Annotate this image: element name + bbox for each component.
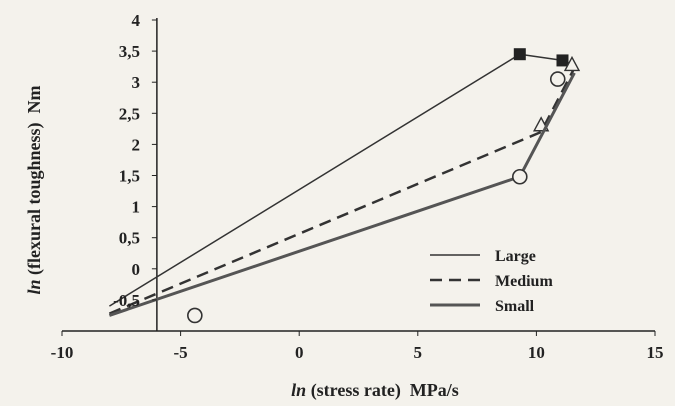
x-tick-label: -10 [51, 343, 74, 362]
y-tick-label: 4 [132, 11, 141, 30]
legend: Large Medium Small [430, 248, 553, 315]
y-tick-label: 2 [132, 135, 141, 154]
data-point-large [556, 54, 569, 67]
y-tick-label: 1 [132, 198, 141, 217]
y-tick-label: 0 [132, 260, 141, 279]
plot-area [62, 18, 655, 332]
x-ticks: -10 -5 0 5 10 15 [51, 331, 664, 362]
x-tick-label: -5 [174, 343, 188, 362]
x-tick-label: 10 [528, 343, 545, 362]
data-point-medium [563, 55, 581, 72]
y-tick-label: -0,5 [113, 291, 140, 310]
y-tick-label: 3,5 [119, 42, 140, 61]
series-line-medium [108, 62, 578, 315]
y-tick-label: 1,5 [119, 167, 140, 186]
data-point-small [549, 71, 566, 87]
x-axis-title: ln (stress rate) MPa/s [291, 380, 459, 401]
y-tick-label: 0,5 [119, 229, 140, 248]
y-tick-label: 3 [132, 73, 141, 92]
legend-label-small: Small [495, 298, 535, 315]
x-tick-label: 15 [647, 343, 664, 362]
data-point-small [187, 307, 203, 324]
data-point-large [513, 48, 526, 61]
y-tick-label: 2,5 [119, 104, 140, 123]
y-ticks: 4 3,5 3 2,5 2 1,5 1 0,5 0 -0,5 [113, 11, 157, 310]
data-point-small [511, 168, 528, 185]
legend-label-large: Large [495, 248, 536, 265]
x-tick-label: 0 [295, 343, 304, 362]
x-tick-label: 5 [414, 343, 423, 362]
legend-label-medium: Medium [495, 273, 553, 290]
y-axis-title: ln (flexural toughness) Nm [24, 85, 45, 294]
